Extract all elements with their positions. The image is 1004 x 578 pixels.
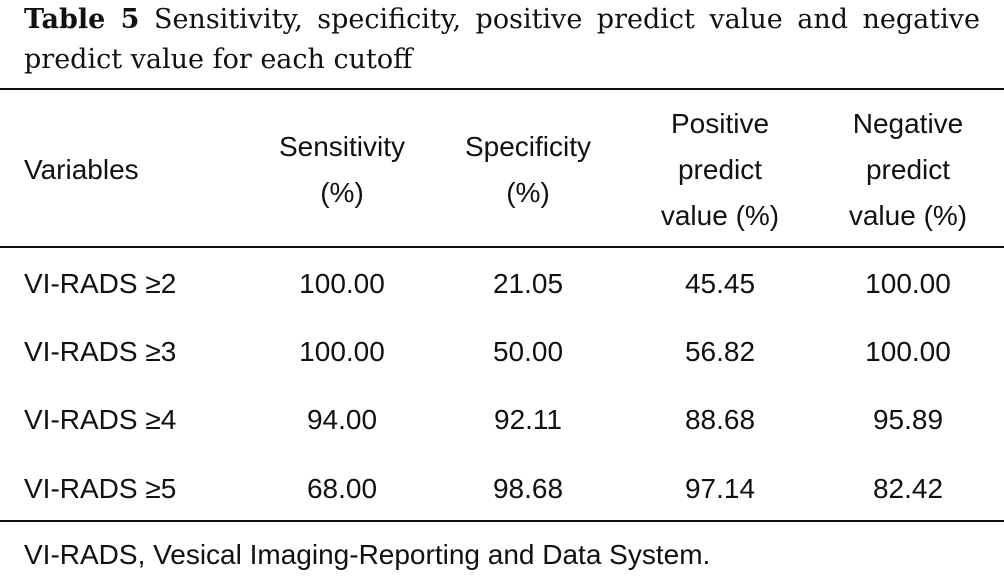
header-line: predict [677, 154, 763, 185]
table-caption-text: Sensitivity, specificity, positive predi… [24, 4, 980, 75]
header-line: Positive [670, 108, 770, 139]
cell-ppv: 56.82 [684, 336, 756, 367]
cell-npv: 82.42 [872, 473, 944, 504]
row-label: VI-RADS ≥2 [24, 268, 177, 299]
header-positive-predict-value: Positive predict value (%) [630, 100, 810, 240]
header-line: value (%) [848, 200, 968, 231]
cell-ppv: 97.14 [684, 473, 756, 504]
cell-npv: 100.00 [865, 336, 951, 367]
header-line: Sensitivity [278, 131, 406, 162]
header-line: (%) [320, 177, 364, 208]
header-sensitivity: Sensitivity (%) [252, 100, 432, 240]
table-bottom-rule [0, 520, 1004, 522]
cell-ppv: 45.45 [684, 268, 756, 299]
cell-specificity: 21.05 [492, 268, 564, 299]
cell-specificity: 98.68 [492, 473, 564, 504]
header-line: Variables [24, 154, 139, 185]
row-label: VI-RADS ≥3 [24, 336, 177, 367]
cell-specificity: 50.00 [492, 336, 564, 367]
table-footnote: VI-RADS, Vesical Imaging-Reporting and D… [24, 539, 711, 570]
cell-ppv: 88.68 [684, 404, 756, 435]
table-label: Table 5 [24, 4, 140, 35]
cell-sensitivity: 68.00 [306, 473, 378, 504]
header-specificity: Specificity (%) [438, 100, 618, 240]
header-negative-predict-value: Negative predict value (%) [818, 100, 998, 240]
row-label: VI-RADS ≥5 [24, 473, 177, 504]
header-variables: Variables [24, 100, 224, 240]
header-line: value (%) [660, 200, 780, 231]
header-line: (%) [506, 177, 550, 208]
header-bottom-rule [0, 246, 1004, 248]
row-label: VI-RADS ≥4 [24, 404, 177, 435]
cell-sensitivity: 100.00 [299, 268, 385, 299]
cell-sensitivity: 94.00 [306, 404, 378, 435]
table-top-rule [0, 88, 1004, 90]
header-line: Negative [852, 108, 964, 139]
header-line: Specificity [464, 131, 592, 162]
cell-sensitivity: 100.00 [299, 336, 385, 367]
cell-npv: 95.89 [872, 404, 944, 435]
cell-npv: 100.00 [865, 268, 951, 299]
table-caption: Table 5 Sensitivity, specificity, positi… [24, 0, 980, 80]
cell-specificity: 92.11 [494, 404, 562, 435]
header-line: predict [865, 154, 951, 185]
